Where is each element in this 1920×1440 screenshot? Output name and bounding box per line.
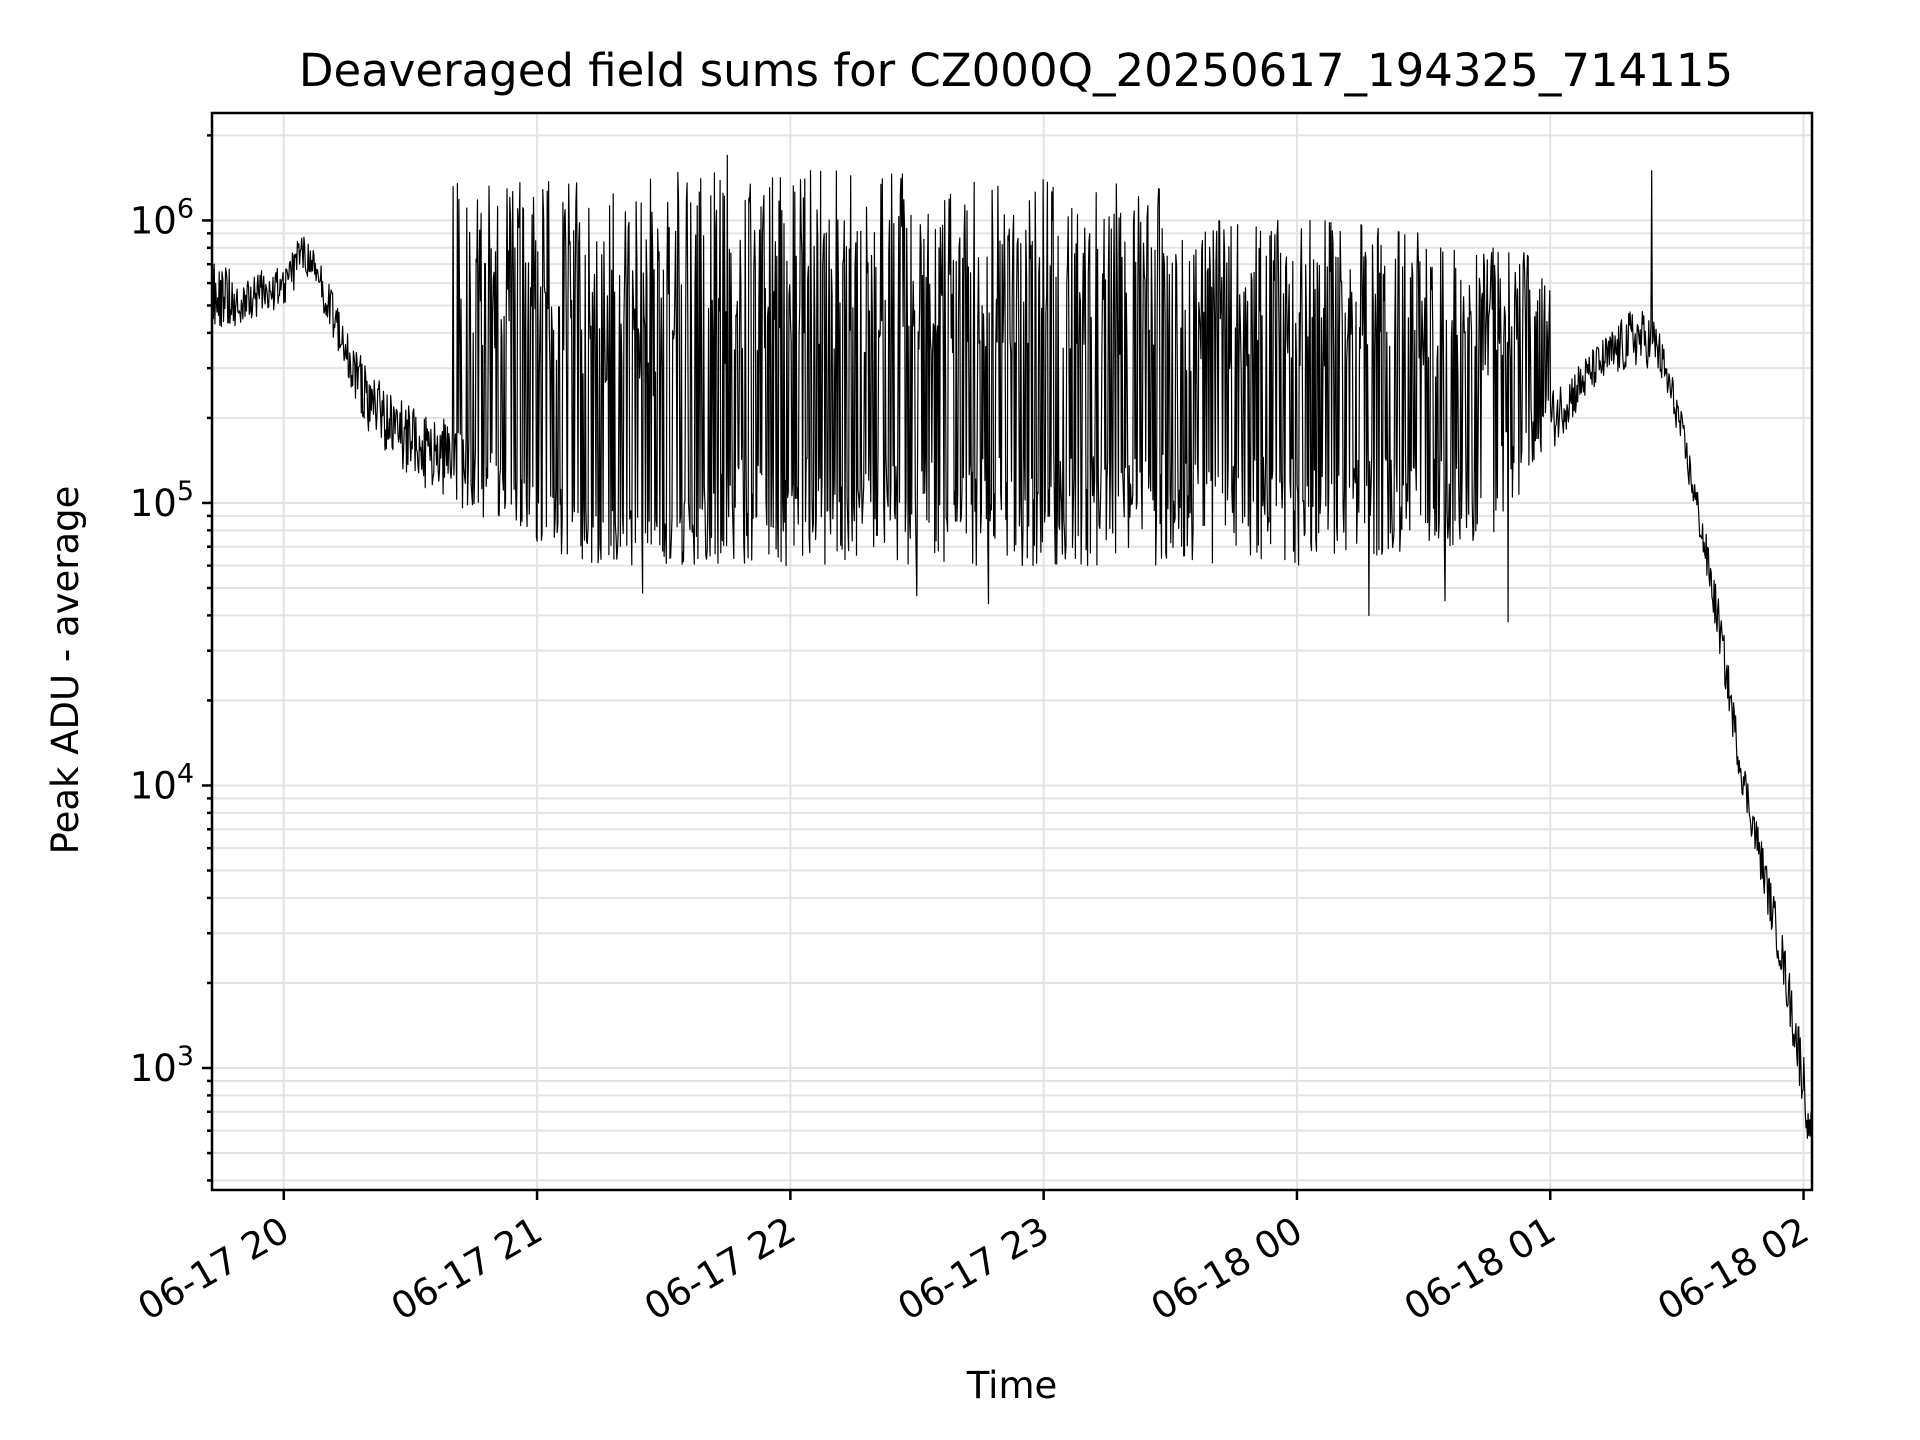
chart-title: Deaveraged field sums for CZ000Q_2025061… — [299, 44, 1733, 97]
x-axis-label: Time — [966, 1364, 1058, 1407]
y-tick-label: 106 — [130, 193, 194, 242]
y-tick-label: 103 — [130, 1041, 194, 1090]
y-tick-label: 105 — [130, 476, 194, 525]
y-axis-label: Peak ADU - average — [44, 486, 87, 855]
series-line — [211, 154, 1813, 1142]
y-axis: 103 104 105 106 — [130, 134, 212, 1182]
series-layer — [211, 154, 1813, 1142]
y-tick-label: 104 — [130, 758, 194, 807]
major-gridlines — [212, 113, 1812, 1190]
